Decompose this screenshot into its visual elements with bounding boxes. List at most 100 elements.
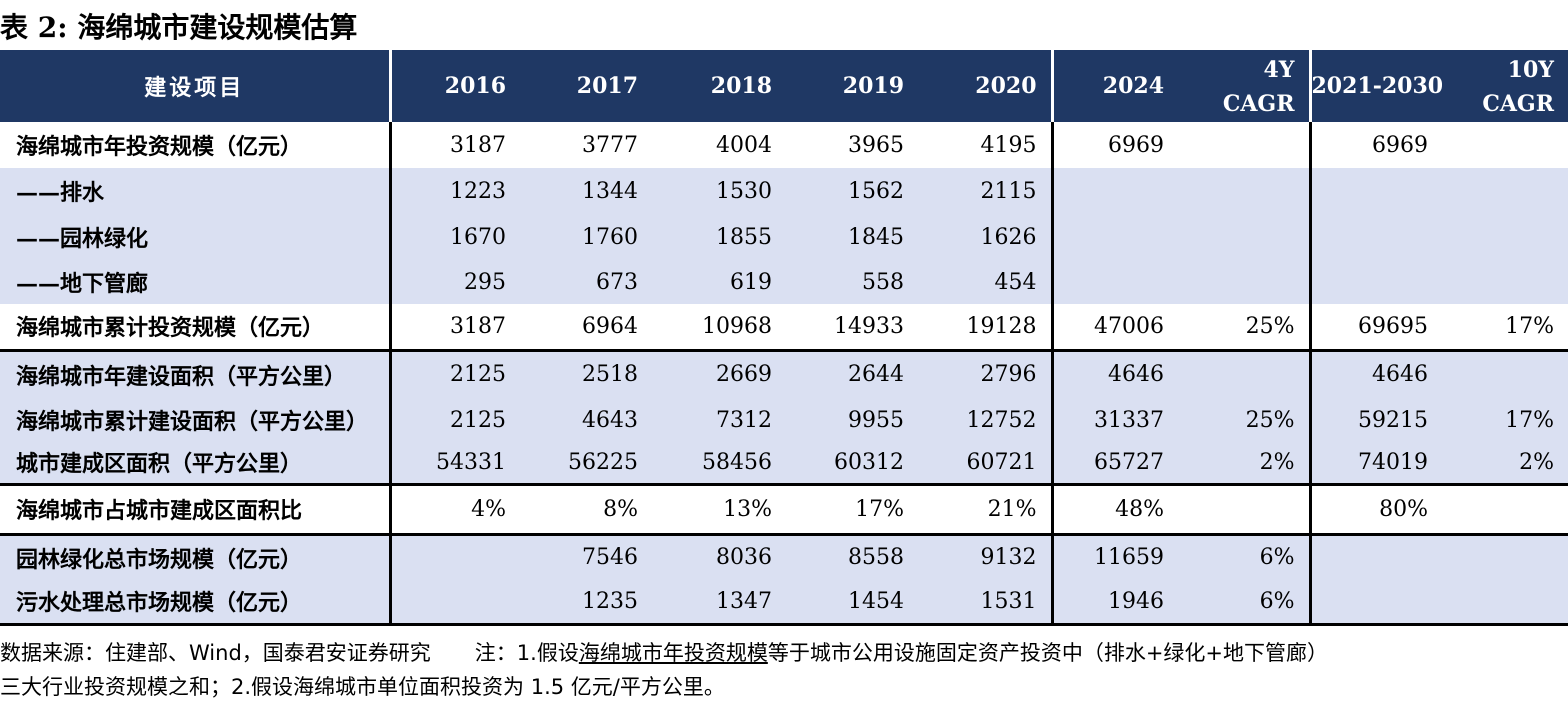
row-label: ——园林绿化 (0, 214, 392, 260)
cell-value (1442, 484, 1568, 536)
cell-value: 4646 (1310, 350, 1442, 398)
cell-value: 6969 (1052, 122, 1178, 168)
row-label: 污水处理总市场规模（亿元） (0, 580, 392, 626)
cell-value: 17% (1442, 398, 1568, 442)
cell-value: 56225 (520, 442, 652, 486)
cell-value: 1530 (652, 168, 786, 214)
cell-value: 2% (1442, 442, 1568, 486)
note-rest: 等于城市公用设施固定资产投资中（排水+绿化+地下管廊） (767, 641, 1329, 665)
cell-value: 60312 (786, 442, 918, 486)
cell-value (1310, 260, 1442, 304)
header-2024: 2024 (1052, 50, 1178, 122)
cell-value (1310, 214, 1442, 260)
header-4y-cagr-label: CAGR (1222, 91, 1295, 117)
header-4y-label: 4Y (1263, 57, 1295, 83)
cell-value: 2669 (652, 350, 786, 398)
header-2021-2030: 2021-2030 (1310, 50, 1442, 122)
cell-value: 6964 (520, 304, 652, 352)
cell-value: 1855 (652, 214, 786, 260)
cell-value: 2% (1178, 442, 1312, 486)
header-10y-cagr: 10Y CAGR (1442, 50, 1568, 122)
cell-value: 54331 (390, 442, 520, 486)
cell-value: 1626 (918, 214, 1054, 260)
row-label: 城市建成区面积（平方公里） (0, 442, 392, 486)
footnote: 数据来源：住建部、Wind，国泰君安证券研究 注：1.假设海绵城市年投资规模等于城… (0, 636, 1568, 704)
cell-value: 2125 (390, 350, 520, 398)
cell-value (1178, 168, 1312, 214)
cell-value (1442, 580, 1568, 626)
cell-value: 2644 (786, 350, 918, 398)
header-4y-cagr: 4Y CAGR (1178, 50, 1312, 122)
footnote-line-2: 三大行业投资规模之和；2.假设海绵城市单位面积投资为 1.5 亿元/平方公里。 (0, 675, 725, 699)
row-label: ——排水 (0, 168, 392, 214)
cell-value: 17% (1442, 304, 1568, 352)
cell-value (1310, 168, 1442, 214)
cell-value (1178, 214, 1312, 260)
cell-value: 454 (918, 260, 1054, 304)
cell-value: 3187 (390, 304, 520, 352)
cell-value: 2518 (520, 350, 652, 398)
cell-value: 1223 (390, 168, 520, 214)
cell-value: 59215 (1310, 398, 1442, 442)
cell-value: 1670 (390, 214, 520, 260)
header-name: 建设项目 (0, 50, 392, 122)
cell-value (1442, 122, 1568, 168)
cell-value: 25% (1178, 398, 1312, 442)
cell-value: 58456 (652, 442, 786, 486)
cell-value: 14933 (786, 304, 918, 352)
cell-value: 295 (390, 260, 520, 304)
cell-value: 3965 (786, 122, 918, 168)
cell-value: 6% (1178, 534, 1312, 580)
cell-value (1052, 168, 1178, 214)
cell-value: 1562 (786, 168, 918, 214)
cell-value (1442, 350, 1568, 398)
cell-value: 10968 (652, 304, 786, 352)
table-row: 海绵城市累计投资规模（亿元） 3187 6964 10968 14933 19128 470… (0, 304, 1568, 352)
table-row: 海绵城市年建设面积（平方公里） 2125 2518 2669 2644 2796 4646 4… (0, 350, 1568, 398)
table-row: 海绵城市累计建设面积（平方公里） 2125 4643 7312 9955 12752 313… (0, 398, 1568, 442)
cell-value: 8036 (652, 534, 786, 580)
cell-value: 1235 (520, 580, 652, 626)
cell-value: 1531 (918, 580, 1054, 626)
row-label: 海绵城市年建设面积（平方公里） (0, 350, 392, 398)
cell-value: 7546 (520, 534, 652, 580)
cell-value (1310, 580, 1442, 626)
cell-value (1442, 534, 1568, 580)
cell-value: 47006 (1052, 304, 1178, 352)
cell-value: 1760 (520, 214, 652, 260)
cell-value: 74019 (1310, 442, 1442, 486)
cell-value (390, 534, 520, 580)
cell-value: 11659 (1052, 534, 1178, 580)
cell-value: 6% (1178, 580, 1312, 626)
table-row: 城市建成区面积（平方公里） 54331 56225 58456 60312 60721 65… (0, 442, 1568, 486)
cell-value (390, 580, 520, 626)
cell-value: 17% (786, 484, 918, 536)
cell-value (1178, 350, 1312, 398)
table-row: ——地下管廊 295 673 619 558 454 (0, 260, 1568, 304)
cell-value: 4646 (1052, 350, 1178, 398)
cell-value (1052, 214, 1178, 260)
cell-value (1178, 260, 1312, 304)
investment-estimate-table: 建设项目 2016 2017 2018 2019 2020 2024 4Y CA… (0, 50, 1568, 626)
table-row: 园林绿化总市场规模（亿元） 7546 8036 8558 9132 11659 6% (0, 534, 1568, 580)
cell-value (1442, 260, 1568, 304)
cell-value: 1347 (652, 580, 786, 626)
row-label: ——地下管廊 (0, 260, 392, 304)
cell-value: 9132 (918, 534, 1054, 580)
cell-value: 2125 (390, 398, 520, 442)
cell-value (1310, 534, 1442, 580)
cell-value: 65727 (1052, 442, 1178, 486)
cell-value: 48% (1052, 484, 1178, 536)
data-source: 数据来源：住建部、Wind，国泰君安证券研究 (0, 641, 431, 665)
header-2017: 2017 (520, 50, 652, 122)
cell-value: 3777 (520, 122, 652, 168)
cell-value: 4% (390, 484, 520, 536)
table-row: ——园林绿化 1670 1760 1855 1845 1626 (0, 214, 1568, 260)
cell-value: 1454 (786, 580, 918, 626)
cell-value: 4195 (918, 122, 1054, 168)
note-prefix: 注：1.假设 (474, 641, 579, 665)
cell-value: 619 (652, 260, 786, 304)
header-2016: 2016 (390, 50, 520, 122)
cell-value: 19128 (918, 304, 1054, 352)
footnote-line-1: 数据来源：住建部、Wind，国泰君安证券研究 注：1.假设海绵城市年投资规模等于城… (0, 636, 1568, 670)
